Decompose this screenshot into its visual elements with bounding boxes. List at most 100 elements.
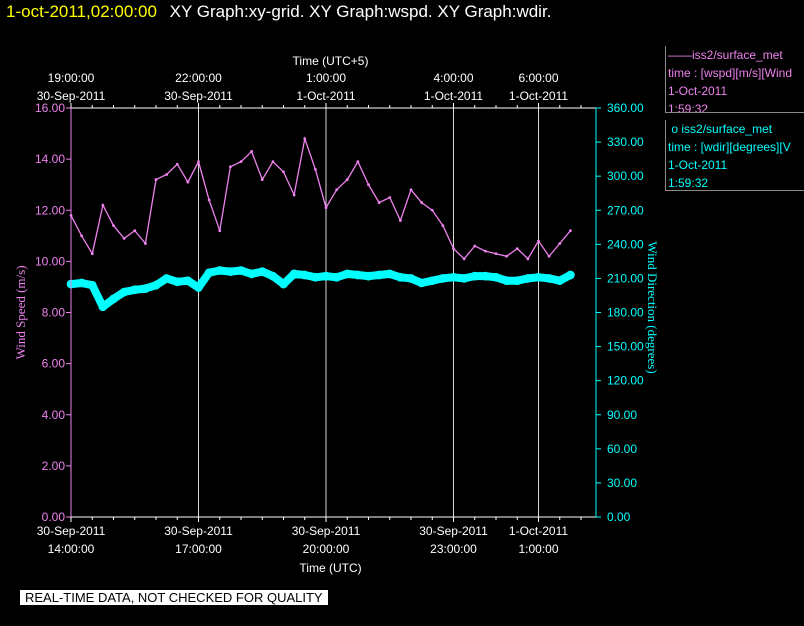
- quality-disclaimer: REAL-TIME DATA, NOT CHECKED FOR QUALITY: [20, 590, 328, 605]
- y-right-tick-label: 240.00: [607, 237, 644, 251]
- y-right-tick-label: 150.00: [607, 340, 644, 354]
- data-point-wdir: [523, 274, 533, 283]
- x-top-tick-label: 6:00:00: [518, 71, 558, 85]
- data-point-wspd: [473, 244, 477, 248]
- y-right-tick-label: 180.00: [607, 306, 644, 320]
- y-left-tick-label: 12.00: [35, 203, 65, 217]
- data-point-wdir: [279, 279, 288, 289]
- legend-entry-wdir: o iss2/surface_met time : [wdir][degrees…: [665, 120, 804, 191]
- y-right-tick-label: 300.00: [607, 169, 644, 183]
- data-point-wspd: [90, 252, 94, 256]
- data-point-wdir: [311, 272, 320, 282]
- data-point-wspd: [313, 167, 317, 171]
- data-point-wspd: [260, 178, 264, 181]
- x-top-tick-label: 30-Sep-2011: [37, 89, 106, 103]
- series-line-wspd: [70, 136, 571, 260]
- x-bottom-tick-label: 30-Sep-2011: [164, 524, 233, 538]
- data-point-wdir: [119, 287, 129, 297]
- data-point-wdir: [544, 274, 554, 283]
- data-point-wdir: [151, 280, 161, 290]
- y-right-tick-label: 90.00: [607, 408, 637, 422]
- data-point-wspd: [356, 160, 360, 164]
- data-point-wspd: [526, 257, 530, 261]
- y-left-tick-label: 2.00: [42, 459, 66, 473]
- y-right-tick-label: 210.00: [607, 271, 644, 285]
- data-point-wdir: [491, 272, 501, 282]
- grid-lines: [198, 108, 539, 517]
- data-point-wdir: [289, 269, 299, 279]
- legend-time: 1:59:32: [668, 176, 709, 190]
- x-top-tick-label: 4:00:00: [433, 71, 473, 85]
- data-point-wdir: [141, 284, 150, 293]
- legend-date: 1-Oct-2011: [668, 158, 728, 172]
- legend-date: 1-Oct-2011: [668, 84, 728, 98]
- x-bottom-tick-label: 20:00:00: [303, 542, 350, 556]
- data-point-wdir: [172, 277, 182, 287]
- y-right-tick-label: 270.00: [607, 203, 644, 217]
- y-left-tick-label: 4.00: [42, 408, 66, 422]
- series-layer: [66, 136, 575, 312]
- data-point-wdir: [300, 270, 310, 280]
- data-point-wspd: [420, 201, 424, 204]
- data-point-wspd: [207, 198, 211, 202]
- legend-field: time : [wspd][m/s][Wind: [668, 66, 793, 80]
- y-left-tick-label: 16.00: [35, 101, 65, 115]
- data-point-wdir: [534, 272, 543, 282]
- data-point-wdir: [257, 267, 267, 276]
- x-bottom-tick-label: 30-Sep-2011: [37, 524, 106, 538]
- x-top-tick-label: 19:00:00: [48, 71, 95, 85]
- x-bottom-tick-label: 14:00:00: [48, 542, 95, 556]
- x-top-tick-label: 30-Sep-2011: [164, 89, 233, 103]
- x-bottom-tick-label: 1-Oct-2011: [509, 524, 568, 538]
- y-right-tick-label: 60.00: [607, 442, 637, 456]
- legend-field: time : [wdir][degrees][V: [668, 140, 791, 154]
- data-point-wdir: [406, 274, 416, 283]
- graph-header: 1-oct-2011,02:00:00 XY Graph:xy-grid. XY…: [6, 0, 551, 24]
- data-point-wspd: [122, 236, 126, 240]
- data-point-wdir: [183, 276, 193, 286]
- x-bottom-tick-label: 17:00:00: [175, 542, 222, 556]
- legend-marker-line: ——: [668, 48, 692, 62]
- y-left-axis-label: Wind Speed (m/s): [13, 265, 28, 359]
- y-left-tick-label: 0.00: [42, 510, 66, 524]
- data-point-wspd: [388, 196, 392, 199]
- data-point-wdir: [459, 274, 469, 283]
- data-point-wspd: [515, 247, 519, 250]
- data-point-wspd: [462, 257, 466, 261]
- data-point-wspd: [186, 180, 190, 184]
- x-bottom-axis-label: Time (UTC): [299, 561, 361, 575]
- y-left-tick-label: 14.00: [35, 152, 65, 166]
- header-description: XY Graph:xy-grid. XY Graph:wspd. XY Grap…: [169, 2, 552, 21]
- data-point-wspd: [80, 234, 84, 238]
- data-point-wdir: [481, 271, 490, 281]
- data-point-wdir: [470, 271, 480, 281]
- data-point-wspd: [398, 219, 402, 222]
- y-left-tick-label: 10.00: [35, 254, 65, 268]
- y-left-tick-label: 6.00: [42, 357, 66, 371]
- x-bottom-tick-label: 30-Sep-2011: [292, 524, 361, 538]
- data-point-wspd: [494, 252, 498, 256]
- x-bottom-tick-label: 1:00:00: [518, 542, 558, 556]
- data-point-wspd: [377, 201, 381, 204]
- data-point-wspd: [175, 162, 179, 166]
- data-point-wdir: [215, 266, 225, 275]
- data-point-wspd: [430, 208, 434, 212]
- data-point-wdir: [417, 278, 426, 288]
- data-point-wspd: [292, 193, 296, 197]
- legend-series-name: iss2/surface_met: [692, 48, 783, 62]
- series-line-wdir: [67, 266, 575, 311]
- data-point-wspd: [568, 229, 572, 233]
- data-point-wspd: [133, 229, 137, 233]
- data-point-wdir: [87, 280, 97, 290]
- data-point-wspd: [558, 242, 562, 245]
- data-point-wdir: [512, 276, 522, 286]
- data-point-wdir: [77, 278, 86, 288]
- data-point-wdir: [130, 285, 140, 295]
- data-point-wspd: [505, 254, 509, 258]
- data-point-wspd: [409, 188, 413, 192]
- data-point-wspd: [239, 160, 243, 164]
- data-point-wdir: [226, 267, 235, 276]
- data-point-wspd: [143, 242, 147, 245]
- legend-marker-circle: o: [671, 122, 679, 136]
